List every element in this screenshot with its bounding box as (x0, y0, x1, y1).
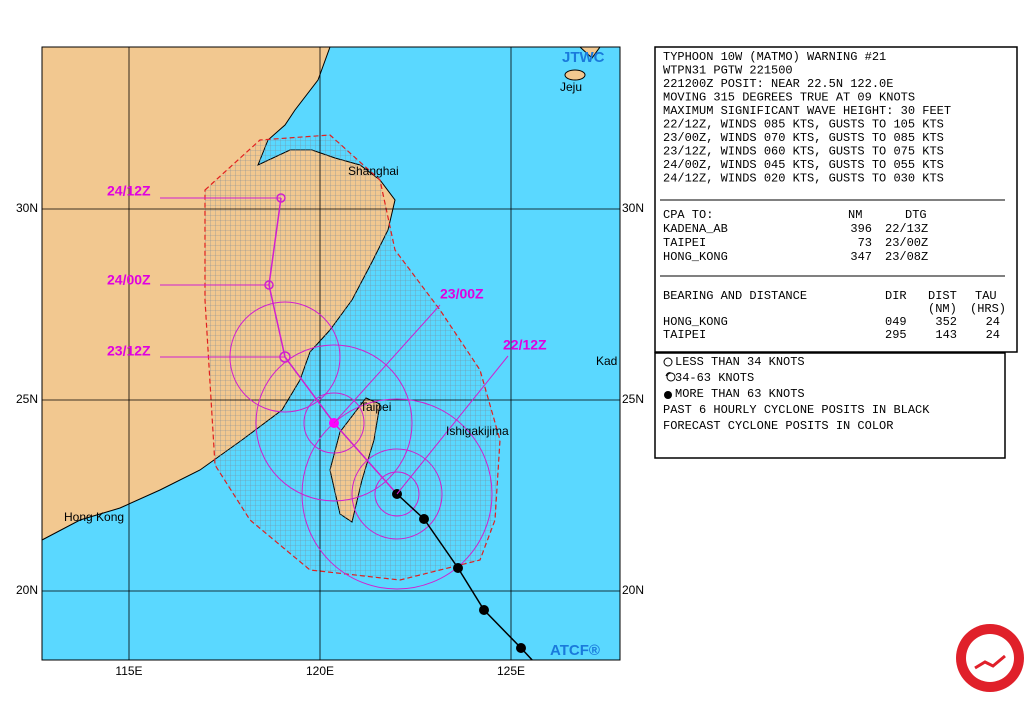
warning-line: MAXIMUM SIGNIFICANT WAVE HEIGHT: 30 FEET (663, 104, 951, 118)
jtwc-label: JTWC (562, 49, 605, 66)
bearing-name: TAIPEI (663, 328, 706, 342)
longitude-label: 120E (306, 664, 334, 678)
bearing-dir: 295 (885, 328, 907, 342)
leader (333, 304, 441, 424)
latitude-label: 20N (622, 583, 644, 597)
warning-line: 23/00Z, WINDS 070 KTS, GUSTS TO 085 KTS (663, 131, 944, 145)
warning-line: TYPHOON 10W (MATMO) WARNING #21 (663, 50, 886, 64)
legend-item: 34-63 KNOTS (675, 371, 754, 385)
forecast-label: 24/12Z (107, 183, 151, 199)
latitude-label: 30N (16, 201, 38, 215)
legend-item: LESS THAN 34 KNOTS (675, 355, 805, 369)
cpa-dtg: 22/13Z (885, 222, 928, 236)
bearing-tau: 24 (986, 328, 1000, 342)
leader (396, 355, 509, 495)
legend-item: FORECAST CYCLONE POSITS IN COLOR (663, 419, 893, 433)
map-frame (41, 46, 621, 661)
bearing-units: (NM) (928, 302, 957, 316)
danger-area (204, 134, 501, 581)
place-label: Shanghai (348, 164, 399, 178)
latitude-label: 30N (622, 201, 644, 215)
legend-box (654, 352, 1006, 459)
bearing-header: DIR (885, 289, 907, 303)
forecast-label: 23/00Z (440, 286, 484, 302)
cpa-nm: 73 (858, 236, 872, 250)
latitude-label: 25N (622, 392, 644, 406)
bearing-header: BEARING AND DISTANCE (663, 289, 807, 303)
latitude-label: 25N (16, 392, 38, 406)
position (516, 643, 526, 653)
cpa-name: KADENA_AB (663, 222, 728, 236)
warning-line: 22/12Z, WINDS 085 KTS, GUSTS TO 105 KTS (663, 118, 944, 132)
wind-radii (229, 301, 493, 590)
cpa-nm: 347 (850, 250, 872, 264)
position (453, 563, 463, 573)
legend-item: PAST 6 HOURLY CYCLONE POSITS IN BLACK (663, 403, 930, 417)
forecast-label: 24/00Z (107, 272, 151, 288)
bearing-tau: 24 (986, 315, 1000, 329)
longitude-label: 125E (497, 664, 525, 678)
bearing-header: TAU (975, 289, 997, 303)
place-label: Kad (596, 354, 617, 368)
latitude-label: 20N (16, 583, 38, 597)
cpa-header: CPA TO: (663, 208, 713, 222)
legend-symbol (663, 357, 673, 367)
forecast-label: 22/12Z (503, 337, 547, 353)
warning-line: 221200Z POSIT: NEAR 22.5N 122.0E (663, 77, 893, 91)
place-label: Hong Kong (64, 510, 124, 524)
logo-mark (974, 654, 1006, 670)
jeju-island (564, 69, 586, 81)
radius (255, 344, 413, 502)
cpa-nm: 396 (850, 222, 872, 236)
bearing-name: HONG_KONG (663, 315, 728, 329)
position (419, 514, 429, 524)
radius (303, 392, 365, 454)
cpa-name: HONG_KONG (663, 250, 728, 264)
position (479, 605, 489, 615)
cpa-dtg: 23/08Z (885, 250, 928, 264)
korea (579, 47, 601, 59)
bearing-dir: 049 (885, 315, 907, 329)
bearing-units: (HRS) (970, 302, 1006, 316)
forecast-label: 23/12Z (107, 343, 151, 359)
jtwc-logo (956, 624, 1024, 692)
bearing-dist: 352 (935, 315, 957, 329)
place-label: Jeju (560, 80, 582, 94)
legend-symbol (665, 372, 676, 382)
place-label: Ishigakijima (446, 424, 509, 438)
atcf-label: ATCF® (550, 642, 600, 659)
cpa-dtg: 23/00Z (885, 236, 928, 250)
warning-line: 24/00Z, WINDS 045 KTS, GUSTS TO 055 KTS (663, 158, 944, 172)
warning-line: 24/12Z, WINDS 020 KTS, GUSTS TO 030 KTS (663, 172, 944, 186)
radius (351, 448, 443, 540)
logo-inner (966, 634, 1014, 682)
warning-line: MOVING 315 DEGREES TRUE AT 09 KNOTS (663, 91, 915, 105)
label-leaders (160, 197, 509, 495)
legend-item: MORE THAN 63 KNOTS (675, 387, 805, 401)
legend-symbol (664, 391, 672, 399)
cpa-name: TAIPEI (663, 236, 706, 250)
cpa-header: NM (848, 208, 862, 222)
bearing-dist: 143 (935, 328, 957, 342)
place-label: Taipei (360, 400, 391, 414)
longitude-label: 115E (115, 664, 142, 678)
map: 24/12Z 24/00Z 23/12Z 23/00Z 22/12Z JTWC … (42, 47, 620, 660)
past-track (396, 493, 534, 660)
radius (374, 471, 420, 517)
warning-line: 23/12Z, WINDS 060 KTS, GUSTS TO 075 KTS (663, 145, 944, 159)
warning-line: WTPN31 PGTW 221500 (663, 64, 793, 78)
cpa-header: DTG (905, 208, 927, 222)
bearing-header: DIST (928, 289, 957, 303)
